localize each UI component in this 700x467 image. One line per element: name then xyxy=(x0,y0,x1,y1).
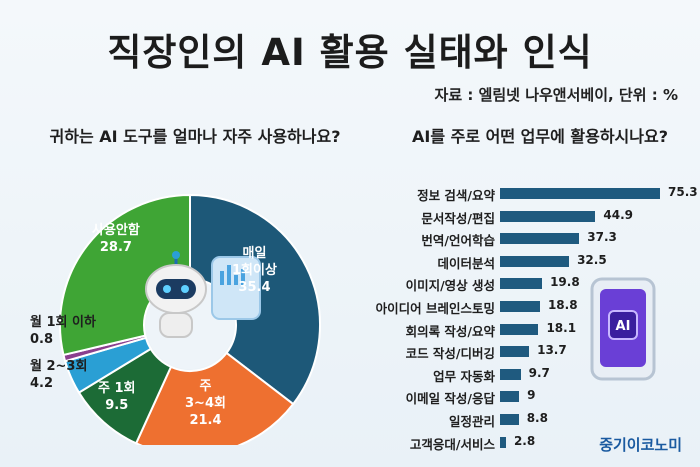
slice-label-weekly34-line1: 주 xyxy=(199,379,212,394)
bar-value-label: 18.1 xyxy=(546,320,577,335)
bar xyxy=(500,323,539,335)
slice-label-weekly34: 주 3~4회 21.4 xyxy=(185,378,226,429)
slice-label-monthly1-value: 0.8 xyxy=(30,332,54,347)
pie-question: 귀하는 AI 도구를 얼마나 자주 사용하나요? xyxy=(49,127,341,146)
bar-category-label: 회의록 작성/요약 xyxy=(405,323,495,339)
slice-label-weekly34-value: 21.4 xyxy=(189,413,222,428)
bar xyxy=(500,278,543,290)
bar-row: 고객응대/서비스 2.8 xyxy=(360,432,680,454)
usage-frequency-pie xyxy=(59,193,321,445)
slice-label-weekly1-value: 9.5 xyxy=(105,398,129,413)
bar-row: 아이디어 브레인스토밍 18.8 xyxy=(360,296,680,318)
bar-row: 정보 검색/요약 75.3 xyxy=(360,183,698,205)
slice-label-monthly1-line1: 월 1회 이하 xyxy=(30,315,96,330)
bar xyxy=(500,414,519,425)
bar-row: 일정관리 8.8 xyxy=(360,409,680,431)
bar xyxy=(500,391,520,403)
bar-category-label: 번역/언어학습 xyxy=(421,233,495,249)
bar xyxy=(500,346,530,358)
bar-category-label: 코드 작성/디버깅 xyxy=(405,346,495,362)
slice-label-notused-line1: 사용안함 xyxy=(92,223,140,238)
bar-value-label: 9.7 xyxy=(528,365,550,380)
slice-label-monthly23: 월 2~3회 4.2 xyxy=(30,358,87,392)
bar-category-label: 문서작성/편집 xyxy=(421,210,495,226)
bar-category-label: 정보 검색/요약 xyxy=(417,188,495,203)
slice-notused xyxy=(59,193,191,357)
ai-chip-icon: AI xyxy=(616,319,631,334)
bar-row: 코드 작성/디버깅 13.7 xyxy=(360,341,680,363)
bar-value-label: 2.8 xyxy=(513,433,536,448)
slice-label-daily-line2: 1회이상 xyxy=(232,263,277,278)
bar xyxy=(500,301,540,312)
bar-value-label: 8.8 xyxy=(526,411,548,425)
bar-value-label: 75.3 xyxy=(668,185,698,199)
slice-label-monthly23-line1: 월 2~3회 xyxy=(30,359,88,374)
bar-row: 문서작성/편집 44.9 xyxy=(360,206,680,228)
slice-label-daily-line1: 매일 xyxy=(242,246,267,261)
robot-illustration xyxy=(145,251,261,338)
slice-weekly34 xyxy=(134,351,295,445)
bar xyxy=(500,255,570,267)
bar xyxy=(500,368,521,380)
slice-label-weekly1-line1: 주 1회 xyxy=(98,381,136,396)
slice-label-daily-value: 35.4 xyxy=(238,280,271,295)
slice-label-daily: 매일 1회이상 35.4 xyxy=(232,245,277,296)
ai-phone-illustration: AI xyxy=(590,277,656,381)
bar-row: 이미지/영상 생성 19.8 xyxy=(360,273,680,295)
bar-category-label: 업무 자동화 xyxy=(433,368,495,384)
bar-category-label: 고객응대/서비스 xyxy=(409,436,495,452)
bar-category-label: 아이디어 브레인스토밍 xyxy=(375,301,495,316)
bar xyxy=(500,188,660,199)
bar-row: 번역/언어학습 37.3 xyxy=(360,228,680,250)
slice-label-weekly34-line2: 3~4회 xyxy=(185,396,226,411)
bar-row: 업무 자동화 9.7 xyxy=(360,364,680,386)
bar xyxy=(500,210,596,222)
bar-value-label: 37.3 xyxy=(587,230,617,245)
page-title: 직장인의 AI 활용 실태와 인식 xyxy=(107,31,593,74)
bar-value-label: 19.8 xyxy=(550,275,580,290)
bar-category-label: 데이터분석 xyxy=(437,255,495,271)
brand-logo: 중기이코노미 xyxy=(599,436,682,454)
slice-label-notused-value: 28.7 xyxy=(99,240,132,255)
bar-question: AI를 주로 어떤 업무에 활용하시나요? xyxy=(412,127,668,146)
slice-label-weekly1: 주 1회 9.5 xyxy=(98,380,136,414)
bar-row: 회의록 작성/요약 18.1 xyxy=(360,319,680,341)
slice-label-monthly1: 월 1회 이하 0.8 xyxy=(30,314,96,348)
bar-value-label: 9 xyxy=(527,388,536,403)
slice-label-notused: 사용안함 28.7 xyxy=(92,222,140,256)
source-note: 자료 : 엘림넷 나우앤서베이, 단위 : % xyxy=(434,86,678,104)
bar-row: 이메일 작성/응답 9 xyxy=(360,386,680,408)
bar xyxy=(500,233,580,245)
bar-category-label: 이미지/영상 생성 xyxy=(405,278,495,294)
bar-value-label: 18.8 xyxy=(547,298,578,312)
bar-value-label: 32.5 xyxy=(577,252,607,267)
bar-category-label: 일정관리 xyxy=(448,414,495,429)
bar-value-label: 13.7 xyxy=(537,343,567,358)
bar-value-label: 44.9 xyxy=(603,207,634,222)
bar-category-label: 이메일 작성/응답 xyxy=(405,391,495,407)
slice-label-monthly23-value: 4.2 xyxy=(30,376,54,391)
bar-row: 데이터분석 32.5 xyxy=(360,251,680,273)
bar xyxy=(500,436,506,448)
